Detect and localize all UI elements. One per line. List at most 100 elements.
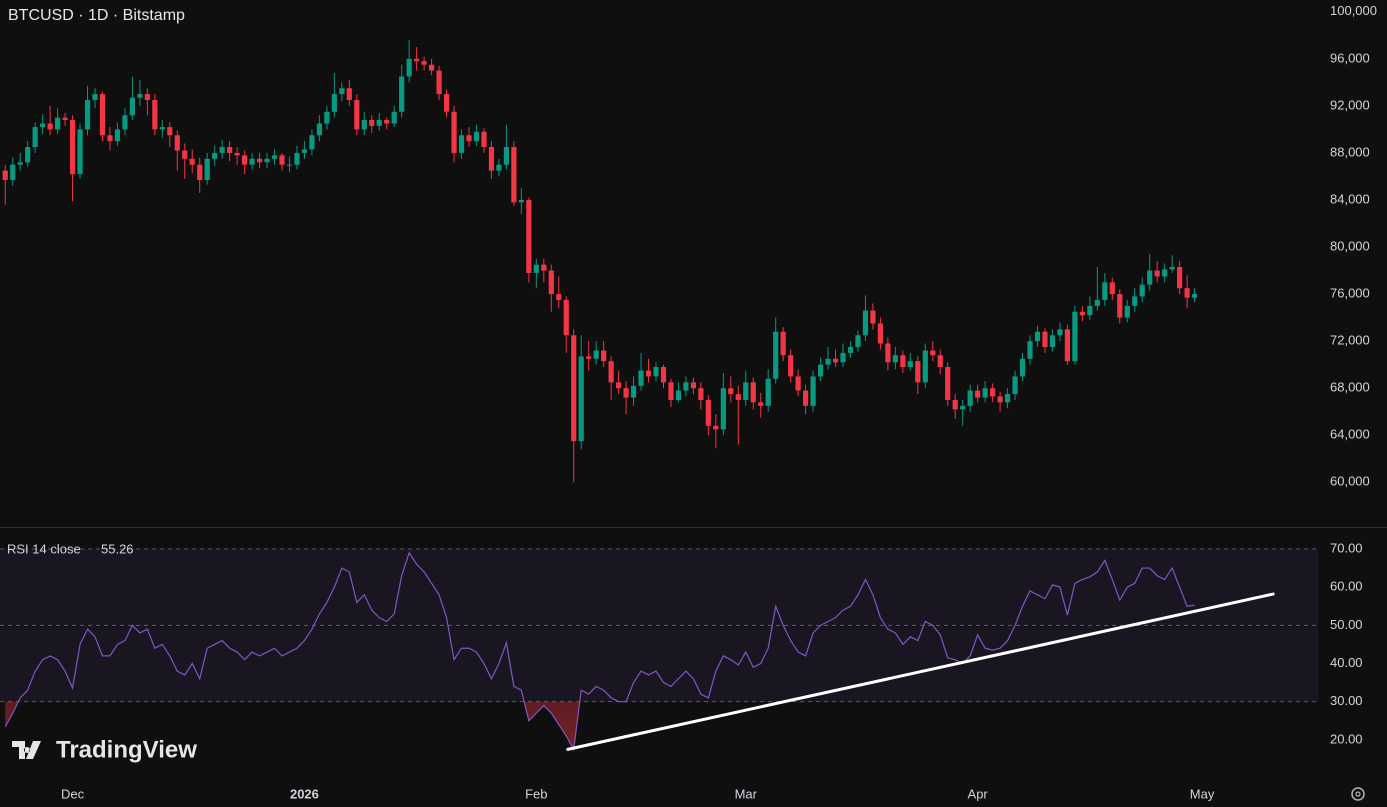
candle-body (803, 390, 809, 406)
candle-body (1154, 270, 1160, 277)
candle-body (32, 127, 38, 148)
candle-body (601, 350, 607, 362)
settings-icon[interactable] (1351, 787, 1365, 801)
candle-body (69, 119, 76, 175)
candle-body (488, 147, 495, 171)
rsi-title: RSI 14 close (7, 541, 81, 556)
candle-body (174, 135, 180, 151)
y-tick-label: 30.00 (1330, 693, 1363, 708)
candle-body (62, 117, 68, 120)
trendline (566, 592, 1275, 751)
candle-body (10, 164, 16, 180)
y-tick-label: 100,000 (1330, 3, 1377, 18)
x-tick-label: Dec (61, 786, 85, 801)
candle-body (1102, 282, 1108, 300)
candle-body (705, 399, 711, 426)
y-tick-label: 88,000 (1330, 144, 1370, 159)
candle-body (922, 350, 928, 383)
y-tick-label: 50.00 (1330, 617, 1363, 632)
candle-body (429, 64, 435, 71)
candle-body (795, 376, 801, 391)
candle-body (458, 135, 465, 153)
candle-body (1019, 358, 1026, 377)
candle-body (698, 388, 704, 400)
candle-body (1162, 269, 1168, 277)
logo-icon (12, 741, 41, 759)
candle-body (758, 402, 764, 406)
candle-body (466, 135, 472, 142)
y-tick-label: 72,000 (1330, 333, 1370, 348)
candle-body (107, 135, 113, 142)
rsi-last-value: 55.26 (101, 541, 134, 556)
y-tick-label: 64,000 (1330, 427, 1370, 442)
candle-body (533, 264, 539, 273)
candle-body (616, 382, 622, 389)
candle-body (750, 382, 756, 403)
candle-body (1191, 294, 1198, 298)
candle-body (892, 355, 898, 363)
candle-body (1087, 305, 1093, 316)
candle-body (907, 361, 913, 368)
candle-body (25, 147, 31, 163)
candle-body (817, 364, 824, 377)
x-tick-label: Apr (968, 786, 989, 801)
y-tick-label: 92,000 (1330, 97, 1370, 112)
x-tick-label: Mar (735, 786, 758, 801)
candle-body (354, 99, 360, 130)
candle-body (915, 361, 921, 383)
settings-icon-center[interactable] (1355, 791, 1361, 797)
candle-body (870, 310, 876, 324)
candle-body (399, 76, 405, 112)
candle-body (1109, 282, 1115, 295)
candle-body (1169, 267, 1175, 270)
candle-body (219, 147, 225, 153)
candle-body (503, 147, 510, 165)
candle-body (384, 119, 390, 124)
candle-body (645, 370, 652, 377)
candle-body (137, 94, 143, 98)
candle-body (511, 147, 517, 203)
candle-body (316, 123, 323, 136)
candle-body (683, 382, 689, 391)
candle-body (720, 388, 726, 430)
candle-body (481, 131, 487, 148)
y-tick-label: 60,000 (1330, 474, 1370, 489)
y-tick-label: 70.00 (1330, 540, 1363, 555)
candle-body (675, 390, 682, 400)
candle-body (780, 331, 786, 356)
settings-button[interactable] (1351, 787, 1365, 801)
candle-body (847, 347, 854, 353)
candle-body (361, 119, 367, 130)
candle-body (242, 155, 248, 165)
candle-body (421, 61, 427, 65)
candle-body (952, 399, 958, 410)
candle-body (586, 356, 592, 359)
candle-body (197, 164, 203, 180)
candle-body (556, 294, 562, 300)
candle-body (473, 131, 480, 142)
candle-body (1042, 331, 1048, 348)
y-tick-label: 96,000 (1330, 50, 1370, 65)
candle-body (376, 119, 382, 126)
candle-body (1004, 394, 1011, 403)
candle-body (713, 425, 719, 430)
candle-body (541, 264, 547, 271)
candle-body (122, 115, 128, 130)
candle-body (1064, 329, 1071, 362)
candle-body (391, 111, 397, 124)
candle-body (773, 331, 779, 379)
candle-body (1079, 311, 1085, 316)
candle-body (623, 388, 629, 398)
logo-text: TradingView (56, 736, 197, 763)
candle-body (436, 70, 442, 95)
candle-body (301, 149, 308, 153)
candle-body (54, 117, 61, 130)
candle-body (279, 155, 285, 165)
x-tick-label: May (1190, 786, 1215, 801)
candle-body (1012, 376, 1018, 395)
candle-body (945, 367, 951, 400)
candle-body (2, 170, 8, 180)
candle-body (937, 355, 943, 368)
candle-body (84, 99, 91, 130)
